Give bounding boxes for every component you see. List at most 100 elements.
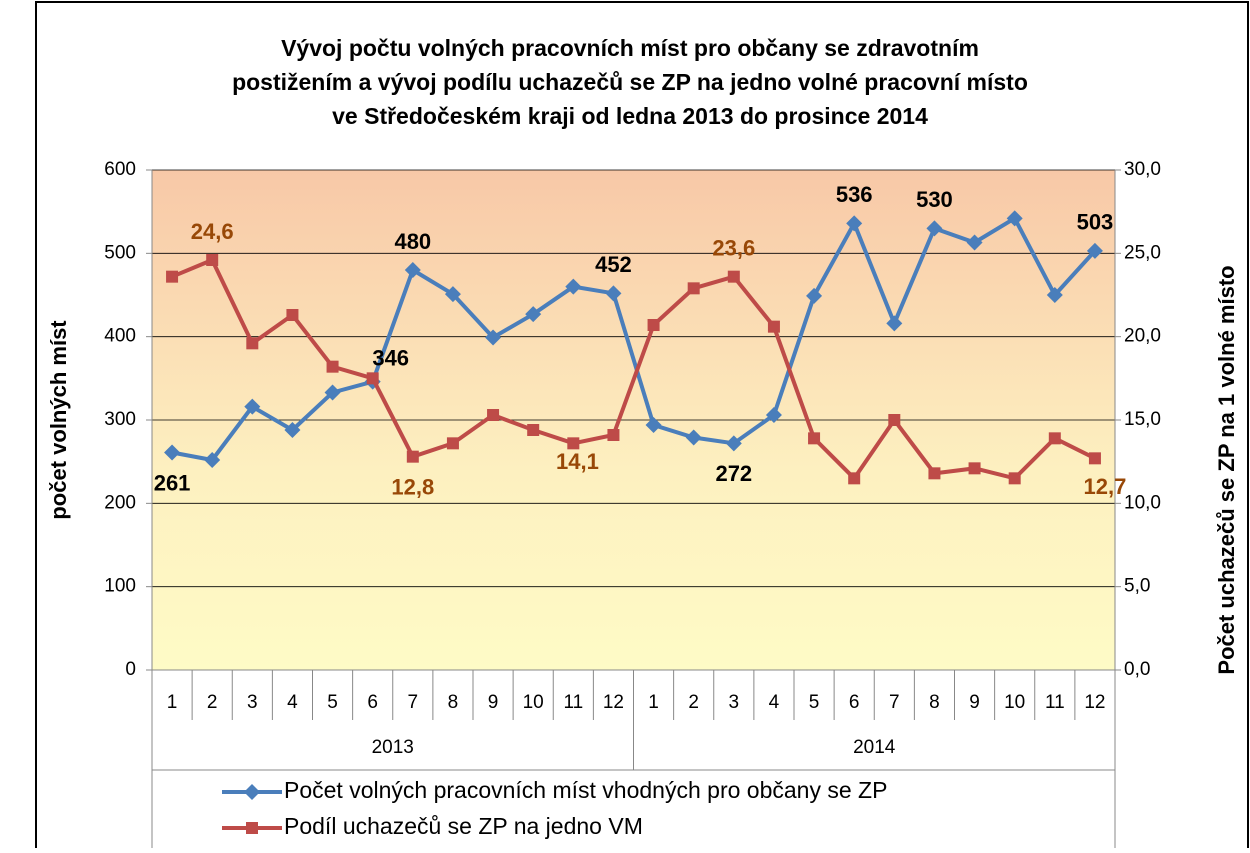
marker bbox=[1086, 242, 1103, 259]
data-label: 12,8 bbox=[391, 474, 434, 499]
legend-marker bbox=[244, 784, 260, 800]
legend-marker bbox=[246, 822, 258, 834]
legend-label: Podíl uchazečů se ZP na jedno VM bbox=[284, 813, 643, 839]
x-tick-label: 4 bbox=[287, 692, 298, 713]
x-tick-label: 6 bbox=[849, 692, 860, 713]
x-tick-label: 8 bbox=[929, 692, 940, 713]
marker bbox=[326, 360, 339, 373]
data-label: 452 bbox=[595, 252, 632, 277]
y2-tick-label: 5,0 bbox=[1124, 576, 1150, 597]
marker bbox=[324, 384, 341, 401]
data-label: 23,6 bbox=[712, 235, 755, 260]
marker bbox=[926, 220, 943, 237]
marker bbox=[727, 270, 740, 283]
title-line: Vývoj počtu volných pracovních míst pro … bbox=[281, 35, 979, 61]
data-label: 480 bbox=[394, 229, 431, 254]
data-label: 272 bbox=[715, 461, 752, 486]
marker bbox=[725, 435, 742, 452]
marker bbox=[767, 320, 780, 333]
x-tick-label: 4 bbox=[769, 692, 780, 713]
x-tick-label: 11 bbox=[1045, 692, 1065, 713]
x-tick-label: 3 bbox=[247, 692, 258, 713]
marker bbox=[565, 278, 582, 295]
marker bbox=[687, 282, 700, 295]
marker bbox=[166, 270, 179, 283]
marker bbox=[444, 286, 461, 303]
data-label: 12,7 bbox=[1084, 474, 1127, 499]
marker bbox=[1046, 287, 1063, 303]
marker bbox=[485, 329, 502, 346]
marker bbox=[406, 450, 419, 463]
y-tick-label: 0 bbox=[125, 659, 136, 680]
marker bbox=[246, 337, 259, 350]
x-tick-label: 7 bbox=[408, 692, 419, 713]
marker bbox=[928, 467, 941, 480]
data-label: 24,6 bbox=[191, 219, 234, 244]
y2-axis-label: Počet uchazečů se ZP na 1 volné místo bbox=[1214, 265, 1239, 674]
marker bbox=[286, 309, 299, 321]
x-tick-label: 1 bbox=[167, 692, 178, 713]
title-line: postižením a vývoj podílu uchazečů se ZP… bbox=[232, 69, 1028, 95]
marker bbox=[607, 429, 620, 441]
x-tick-label: 5 bbox=[809, 692, 820, 713]
data-label: 536 bbox=[836, 182, 873, 207]
data-label: 14,1 bbox=[556, 449, 599, 474]
marker bbox=[765, 407, 782, 423]
y-tick-label: 300 bbox=[104, 409, 136, 430]
x-group-label: 2013 bbox=[372, 737, 414, 758]
marker bbox=[525, 306, 542, 323]
marker bbox=[1048, 432, 1061, 445]
marker bbox=[808, 432, 821, 445]
y-tick-label: 200 bbox=[104, 492, 136, 513]
y2-tick-label: 25,0 bbox=[1124, 242, 1161, 263]
x-tick-label: 7 bbox=[889, 692, 900, 713]
marker bbox=[968, 462, 981, 475]
marker bbox=[645, 417, 662, 433]
x-tick-label: 5 bbox=[327, 692, 338, 713]
y-tick-label: 100 bbox=[104, 576, 136, 597]
chart-title: Vývoj počtu volných pracovních míst pro … bbox=[232, 35, 1028, 129]
y2-tick-label: 20,0 bbox=[1124, 326, 1161, 347]
marker bbox=[527, 424, 540, 436]
data-label: 261 bbox=[154, 470, 191, 495]
y2-tick-label: 0,0 bbox=[1124, 659, 1150, 680]
marker bbox=[1088, 452, 1101, 465]
x-tick-label: 1 bbox=[648, 692, 659, 713]
title-line: ve Středočeském kraji od ledna 2013 do p… bbox=[332, 103, 928, 129]
x-tick-label: 12 bbox=[603, 692, 624, 713]
series-line bbox=[171, 215, 1097, 463]
x-tick-label: 2 bbox=[688, 692, 699, 713]
marker bbox=[605, 285, 622, 302]
y-tick-label: 500 bbox=[104, 242, 136, 263]
marker bbox=[244, 398, 261, 415]
marker bbox=[206, 254, 219, 266]
marker bbox=[846, 215, 863, 232]
marker bbox=[647, 319, 660, 331]
y2-tick-label: 15,0 bbox=[1124, 409, 1161, 430]
x-tick-label: 3 bbox=[729, 692, 740, 713]
marker bbox=[848, 472, 861, 485]
marker bbox=[204, 452, 221, 468]
y-tick-label: 400 bbox=[104, 326, 136, 347]
data-label: 346 bbox=[372, 345, 409, 370]
x-tick-label: 2 bbox=[207, 692, 218, 713]
data-label: 530 bbox=[916, 187, 953, 212]
marker bbox=[487, 409, 500, 421]
marker bbox=[446, 437, 459, 450]
marker bbox=[567, 437, 580, 450]
legend-label: Počet volných pracovních míst vhodných p… bbox=[284, 777, 887, 803]
marker bbox=[806, 287, 823, 304]
x-group-label: 2014 bbox=[853, 737, 896, 758]
data-label: 503 bbox=[1077, 210, 1114, 235]
marker bbox=[164, 444, 181, 461]
x-tick-label: 12 bbox=[1084, 692, 1105, 713]
x-tick-label: 6 bbox=[367, 692, 378, 713]
x-tick-label: 9 bbox=[969, 692, 980, 713]
x-tick-label: 11 bbox=[563, 692, 583, 713]
y-tick-label: 600 bbox=[104, 159, 136, 180]
marker bbox=[284, 422, 301, 438]
x-tick-label: 10 bbox=[523, 692, 544, 713]
marker bbox=[888, 414, 901, 426]
y-axis-label: počet volných míst bbox=[46, 320, 71, 520]
